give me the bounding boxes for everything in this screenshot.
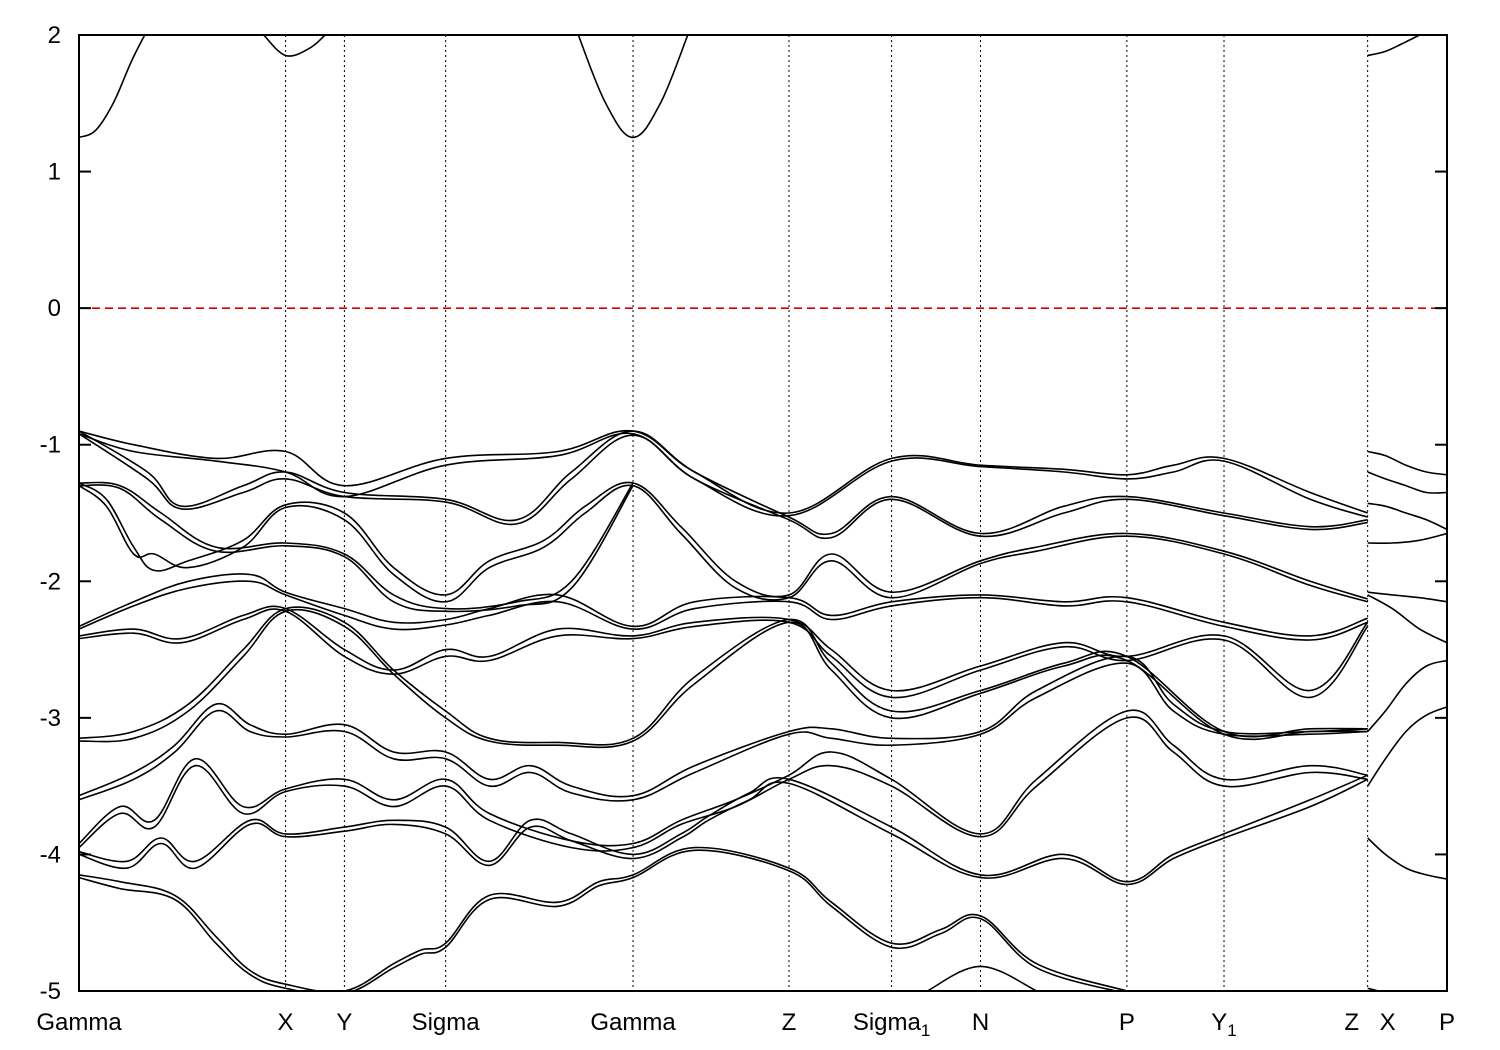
x-tick-label: Y (336, 1009, 352, 1036)
y-tick-label: -1 (40, 432, 61, 459)
x-tick-label: X (1380, 1009, 1396, 1036)
band-series-0 (79, 35, 146, 139)
x-tick-label: N (972, 1009, 989, 1036)
band-series-27 (1367, 450, 1447, 476)
x-tick-label: Z (1344, 1009, 1359, 1036)
band-series-15 (79, 608, 1369, 699)
band-series-16 (79, 606, 1368, 746)
x-tick-label: X (278, 1009, 294, 1036)
band-series-34 (1367, 706, 1447, 787)
x-tick-label: Sigma1 (853, 1009, 931, 1040)
band-series-6 (79, 430, 1368, 536)
band-series-group (79, 35, 1447, 991)
band-series-29 (1367, 502, 1447, 531)
y-tick-label: 2 (48, 22, 61, 49)
band-series-20 (79, 709, 1368, 847)
band-series-7 (79, 433, 1368, 540)
band-series-2 (577, 35, 689, 139)
band-series-32 (1367, 594, 1447, 644)
x-tick-label: Y1 (1211, 1009, 1236, 1040)
band-series-26 (926, 965, 1037, 991)
band-series-22 (79, 774, 1369, 883)
band-series-24 (79, 846, 1128, 991)
y-tick-label: 0 (48, 295, 61, 322)
band-series-13 (79, 580, 1368, 641)
band-series-8 (79, 481, 1368, 600)
x-tick-label: P (1119, 1009, 1135, 1036)
x-tick-label: Gamma (590, 1009, 676, 1036)
band-series-11 (79, 484, 634, 613)
band-series-25 (79, 849, 1120, 991)
x-tick-label: Z (782, 1009, 797, 1036)
x-tick-label: Sigma (412, 1009, 481, 1036)
band-series-9 (79, 484, 1368, 603)
band-series-19 (79, 662, 1368, 802)
y-tick-label: -5 (40, 978, 61, 1005)
x-tick-subscript: 1 (1227, 1021, 1236, 1040)
x-tick-label: Gamma (36, 1009, 122, 1036)
band-series-30 (1367, 532, 1447, 545)
band-series-4 (79, 429, 1368, 514)
band-series-18 (79, 655, 1368, 798)
band-series-21 (79, 716, 1368, 852)
band-series-12 (79, 573, 1368, 637)
band-series-5 (79, 432, 1368, 518)
plot-frame (78, 34, 1448, 992)
y-tick-label: -3 (40, 705, 61, 732)
x-tick-subscript: 1 (921, 1021, 930, 1040)
y-tick-label: -2 (40, 568, 61, 595)
y-tick-label: -4 (40, 841, 61, 868)
band-series-23 (79, 778, 1369, 886)
band-series-3 (1367, 35, 1420, 57)
band-series-35 (1367, 837, 1447, 880)
band-series-10 (79, 481, 634, 610)
band-series-31 (1367, 591, 1447, 603)
x-axis-ticks: Gamma X Y Sigma Gamma Z Sigma1 N P Y1 Z X P (36, 1009, 1455, 1040)
y-axis-ticks: 2 1 0 -1 -2 -3 -4 -5 (40, 22, 1447, 1005)
y-tick-label: 1 (48, 159, 61, 186)
x-tick-label: P (1439, 1009, 1455, 1036)
band-series-33 (1367, 659, 1447, 733)
band-series-1 (263, 35, 326, 57)
band-series-28 (1367, 471, 1447, 494)
band-series-17 (79, 608, 1368, 749)
